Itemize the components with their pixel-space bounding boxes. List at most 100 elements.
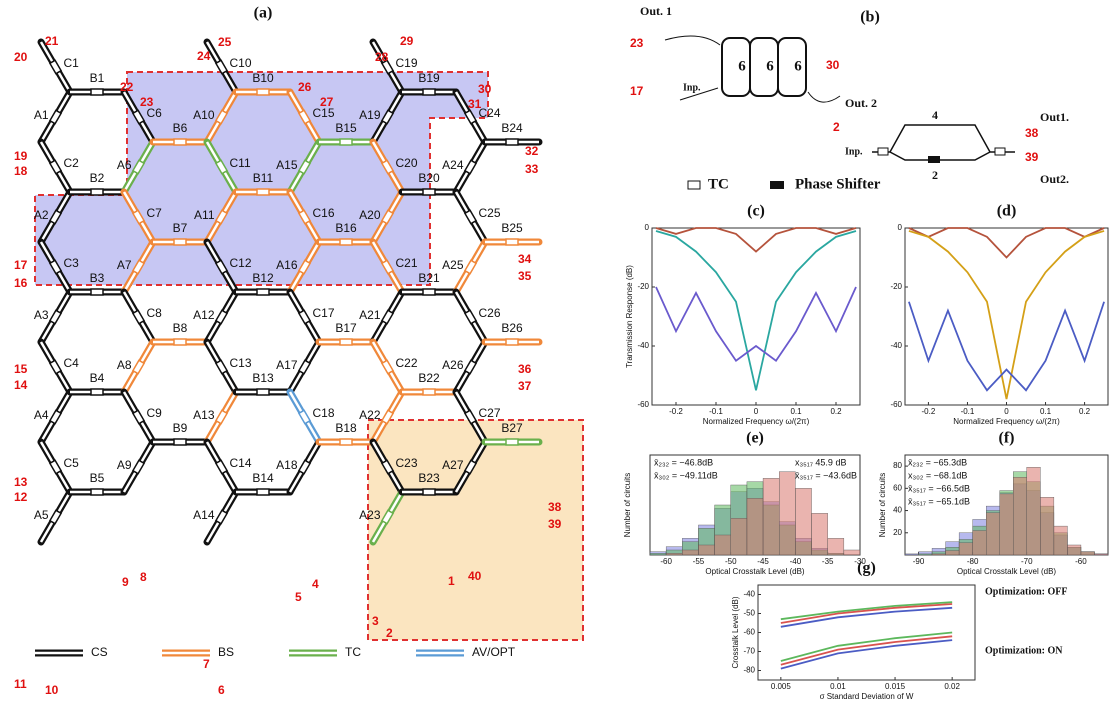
element-label: C21 bbox=[396, 256, 418, 270]
element-symbol bbox=[257, 189, 269, 195]
y-tick-label: 40 bbox=[893, 506, 902, 515]
element-label: B22 bbox=[418, 371, 440, 385]
element-label: C18 bbox=[313, 406, 335, 420]
element-label: A23 bbox=[359, 508, 381, 522]
element-symbol bbox=[216, 460, 227, 473]
port-number: 19 bbox=[14, 149, 28, 163]
y-tick-label: 60 bbox=[893, 483, 902, 492]
x-tick-label: 0 bbox=[1004, 407, 1009, 416]
histogram-bar bbox=[650, 553, 666, 555]
element-label: C11 bbox=[230, 156, 251, 170]
panel-label: (b) bbox=[860, 9, 880, 26]
port-name: Out. 2 bbox=[845, 96, 877, 110]
element-label: A16 bbox=[276, 258, 298, 272]
element-symbol bbox=[423, 289, 435, 295]
element-symbol bbox=[133, 410, 144, 423]
element-label: B1 bbox=[90, 71, 105, 85]
panel-label: (e) bbox=[746, 430, 764, 447]
element-label: B14 bbox=[252, 471, 274, 485]
element-symbol bbox=[423, 89, 435, 95]
histogram-bar bbox=[812, 513, 828, 555]
element-label: B27 bbox=[501, 421, 523, 435]
port-number: 33 bbox=[525, 162, 539, 176]
element-symbol bbox=[50, 510, 61, 523]
element-symbol bbox=[299, 460, 310, 473]
y-tick-label: -20 bbox=[890, 282, 902, 291]
element-symbol bbox=[91, 189, 103, 195]
arrow bbox=[808, 92, 840, 102]
histogram-bar bbox=[1013, 477, 1027, 555]
element-label: C17 bbox=[313, 306, 335, 320]
port-number: 27 bbox=[320, 95, 334, 109]
x-tick-label: -60 bbox=[1075, 557, 1087, 566]
element-label: A4 bbox=[34, 408, 49, 422]
y-tick-label: -40 bbox=[890, 341, 902, 350]
element-symbol bbox=[50, 60, 61, 73]
histogram-bar bbox=[973, 531, 987, 555]
element-label: C13 bbox=[230, 356, 252, 370]
element-label: A22 bbox=[359, 408, 381, 422]
histogram-bar bbox=[1081, 552, 1095, 555]
x-tick-label: -0.2 bbox=[669, 407, 683, 416]
port-number: 31 bbox=[468, 97, 482, 111]
element-label: C19 bbox=[396, 56, 418, 70]
element-label: C5 bbox=[64, 456, 80, 470]
x-tick-label: -35 bbox=[822, 557, 834, 566]
arrow bbox=[665, 36, 720, 45]
annotation: x̄₃₅₁₇ = −65.1dB bbox=[908, 496, 970, 506]
element-label: B25 bbox=[501, 221, 523, 235]
element-symbol bbox=[257, 289, 269, 295]
port-number: 40 bbox=[468, 569, 482, 583]
element-symbol bbox=[340, 139, 352, 145]
port-number: 30 bbox=[478, 82, 492, 96]
port-number: 2 bbox=[833, 120, 840, 134]
port-number: 22 bbox=[120, 80, 134, 94]
port-number: 10 bbox=[45, 683, 59, 697]
port-number: 34 bbox=[518, 252, 532, 266]
panel-label: (a) bbox=[254, 5, 273, 22]
element-label: B11 bbox=[253, 171, 274, 185]
annotation: x₃₅₁₇ 45.9 dB bbox=[795, 457, 846, 467]
port-number: 23 bbox=[630, 36, 644, 50]
x-axis-label: Normalized Frequency ω/(2π) bbox=[953, 417, 1060, 426]
port-number: 26 bbox=[298, 80, 312, 94]
port-number: 12 bbox=[14, 490, 28, 504]
element-symbol bbox=[174, 339, 186, 345]
y-tick-label: 0 bbox=[898, 223, 903, 232]
element-symbol bbox=[299, 360, 310, 373]
y-axis-label: Number of circuits bbox=[623, 473, 632, 537]
element-label: C10 bbox=[230, 56, 252, 70]
element-symbol bbox=[50, 410, 61, 423]
port-number: 2 bbox=[386, 626, 393, 640]
element-label: C16 bbox=[313, 206, 335, 220]
element-symbol bbox=[465, 310, 476, 323]
ring bbox=[722, 38, 750, 96]
x-tick-label: -0.1 bbox=[961, 407, 975, 416]
x-tick-label: 0 bbox=[754, 407, 759, 416]
element-symbol bbox=[506, 239, 518, 245]
element-symbol bbox=[340, 239, 352, 245]
element-symbol bbox=[257, 89, 269, 95]
x-tick-label: -50 bbox=[725, 557, 737, 566]
element-symbol bbox=[423, 389, 435, 395]
port-name: Inp. bbox=[683, 82, 701, 93]
port-number: 7 bbox=[203, 657, 210, 671]
port-number: 16 bbox=[14, 276, 28, 290]
x-tick-label: 0.015 bbox=[885, 682, 906, 691]
element-symbol bbox=[216, 310, 227, 323]
element-symbol bbox=[465, 160, 476, 173]
element-label: B6 bbox=[173, 121, 188, 135]
element-label: A7 bbox=[117, 258, 132, 272]
element-label: C12 bbox=[230, 256, 252, 270]
element-label: B12 bbox=[252, 271, 274, 285]
element-label: A26 bbox=[442, 358, 464, 372]
element-label: B3 bbox=[90, 271, 105, 285]
element-symbol bbox=[340, 339, 352, 345]
stage-count: 6 bbox=[766, 58, 774, 74]
element-label: C7 bbox=[147, 206, 163, 220]
element-symbol bbox=[133, 460, 144, 473]
histogram-bar bbox=[795, 488, 811, 555]
y-tick-label: -60 bbox=[637, 400, 649, 409]
histogram-bar bbox=[1094, 554, 1108, 555]
x-tick-label: -0.2 bbox=[922, 407, 936, 416]
